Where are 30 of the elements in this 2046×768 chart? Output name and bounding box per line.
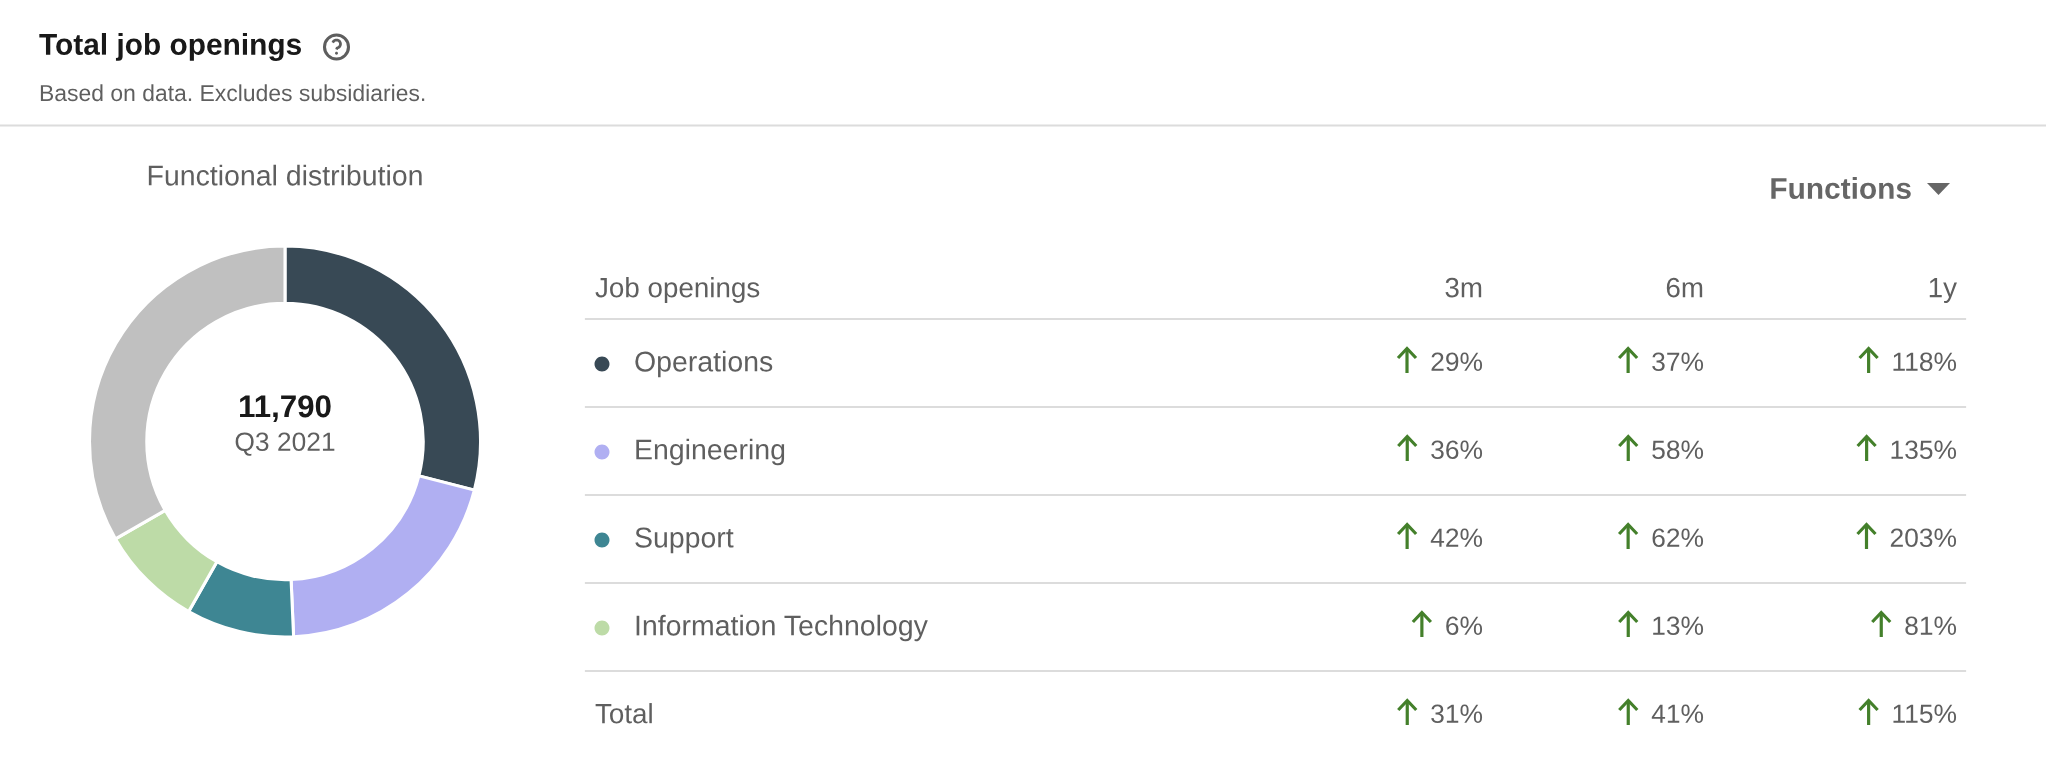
text: 115% <box>1893 704 1957 724</box>
text: 31% <box>1431 704 1483 724</box>
text: 36% <box>1431 440 1483 460</box>
category-label: 1y <box>1929 278 1957 303</box>
text: 41% <box>1651 704 1704 723</box>
text: Job openings <box>595 277 760 303</box>
text: 11,790 <box>240 395 331 422</box>
legend-label: Support <box>635 527 734 554</box>
text: 203% <box>1890 528 1957 548</box>
text: 6% <box>1446 616 1483 636</box>
text: 42% <box>1430 528 1483 547</box>
text: Total job openings <box>39 33 301 61</box>
text: 13% <box>1653 616 1704 636</box>
text: 118% <box>1893 352 1957 372</box>
text: 135% <box>1891 440 1957 460</box>
text: 37% <box>1652 352 1704 372</box>
text: 58% <box>1652 440 1704 460</box>
legend-label: Information Technology <box>636 614 928 642</box>
category-label: 6m <box>1666 277 1703 298</box>
text: Based on data. Excludes subsidiaries. <box>40 84 425 102</box>
legend-label: Operations <box>635 350 773 378</box>
chart-title: Functional distribution <box>148 164 422 186</box>
text: 29% <box>1431 352 1483 372</box>
category-label: 3m <box>1445 277 1482 298</box>
text: Q3 2021 <box>235 432 335 456</box>
text: 81% <box>1905 616 1957 636</box>
category-label: Total <box>595 703 652 724</box>
text: Functions <box>1771 177 1911 200</box>
legend-label: Engineering <box>636 438 785 466</box>
text: 62% <box>1652 528 1704 548</box>
